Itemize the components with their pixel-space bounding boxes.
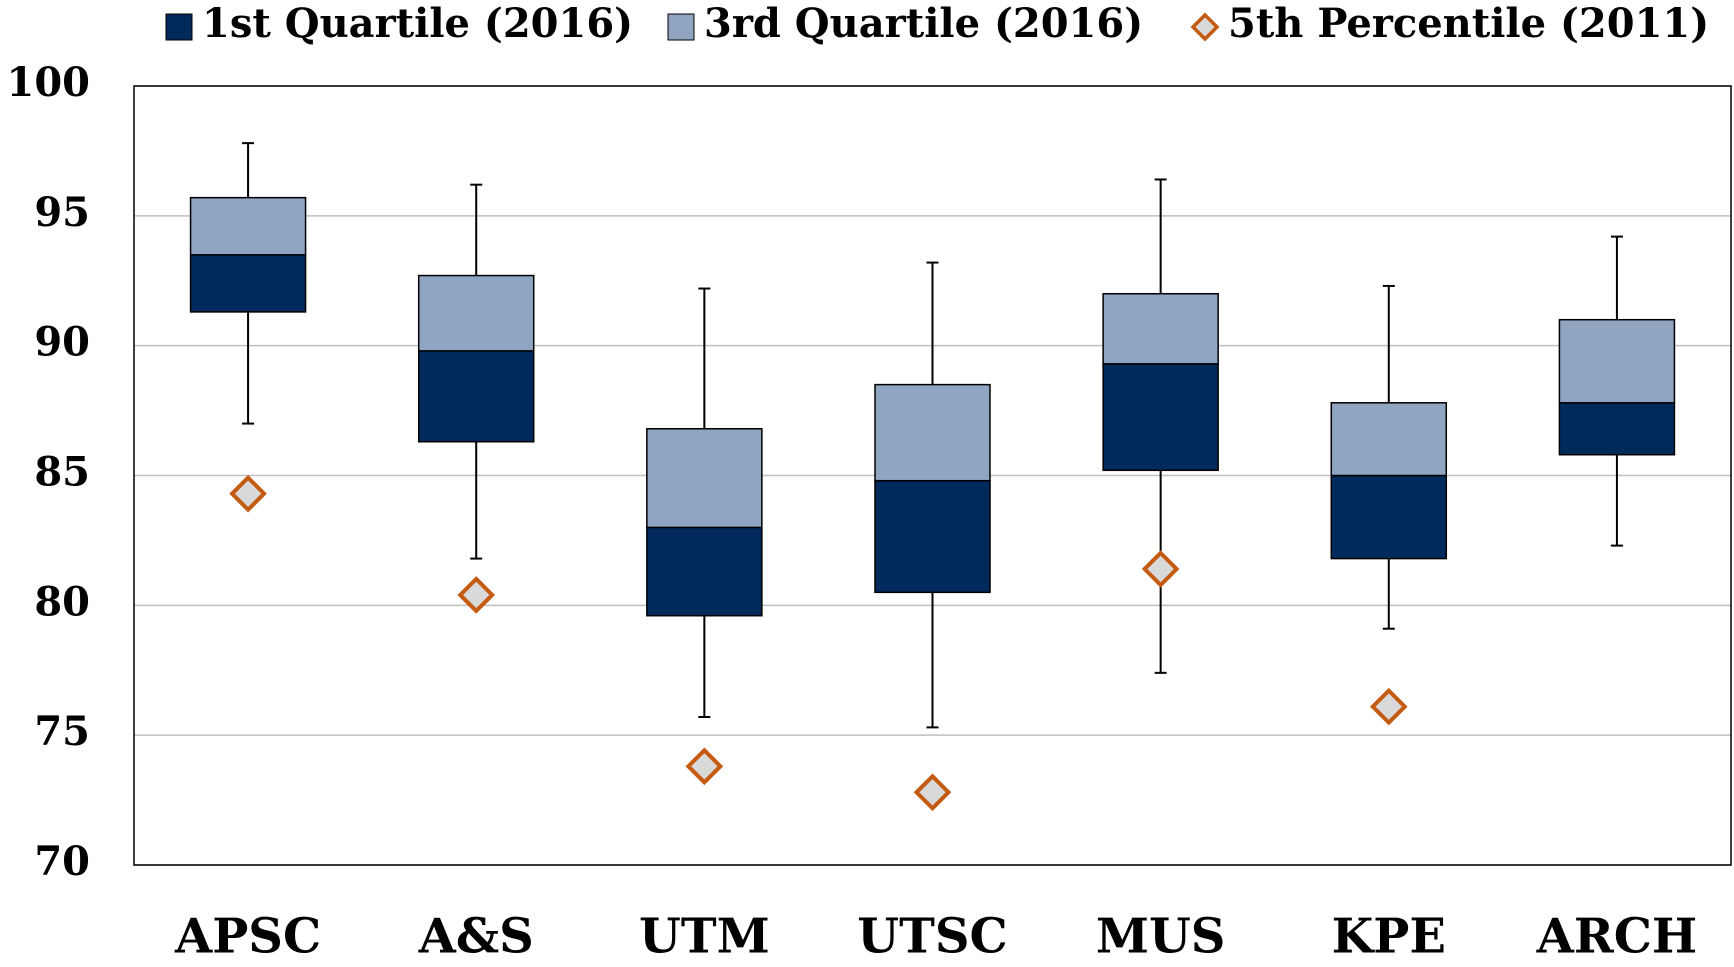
x-tick-label: A&S <box>418 909 534 965</box>
box-upper <box>1558 318 1676 404</box>
box-upper <box>417 274 535 352</box>
percentile-marker <box>1369 687 1408 726</box>
box-lower <box>874 479 991 594</box>
percentile-marker <box>457 576 496 614</box>
legend-label: 3rd Quartile (2016) <box>704 0 1143 47</box>
box-upper <box>1330 402 1448 477</box>
x-tick-label: UTSC <box>857 909 1007 965</box>
box-lower <box>1558 402 1676 456</box>
plot-frame <box>133 85 1732 866</box>
legend-label: 5th Percentile (2011) <box>1228 0 1709 47</box>
percentile-marker <box>1141 550 1180 588</box>
y-tick-label: 95 <box>34 189 90 236</box>
box-lower <box>189 254 307 313</box>
percentile-marker <box>229 474 267 513</box>
percentile-marker <box>685 747 724 786</box>
x-tick-label: UTM <box>639 909 770 965</box>
box-upper <box>874 383 991 482</box>
x-tick-label: ARCH <box>1536 909 1698 965</box>
legend-swatch <box>667 13 695 41</box>
box-lower <box>417 350 535 443</box>
y-tick-label: 90 <box>34 319 90 366</box>
percentile-marker <box>913 773 952 812</box>
box-lower <box>1330 474 1448 560</box>
y-tick-label: 85 <box>34 449 90 496</box>
x-tick-label: MUS <box>1096 909 1226 965</box>
y-tick-label: 75 <box>34 708 90 755</box>
x-tick-label: KPE <box>1332 909 1446 965</box>
x-tick-label: APSC <box>174 909 321 965</box>
box-upper <box>1102 292 1219 365</box>
box-lower <box>646 526 763 617</box>
legend-label: 1st Quartile (2016) <box>202 0 633 47</box>
box-upper <box>646 428 763 529</box>
y-tick-label: 100 <box>7 59 91 106</box>
box-upper <box>189 196 307 256</box>
legend-swatch <box>165 13 193 41</box>
legend-swatch <box>1190 12 1220 42</box>
y-tick-label: 80 <box>34 578 90 625</box>
box-lower <box>1102 363 1219 472</box>
y-tick-label: 70 <box>34 838 90 885</box>
